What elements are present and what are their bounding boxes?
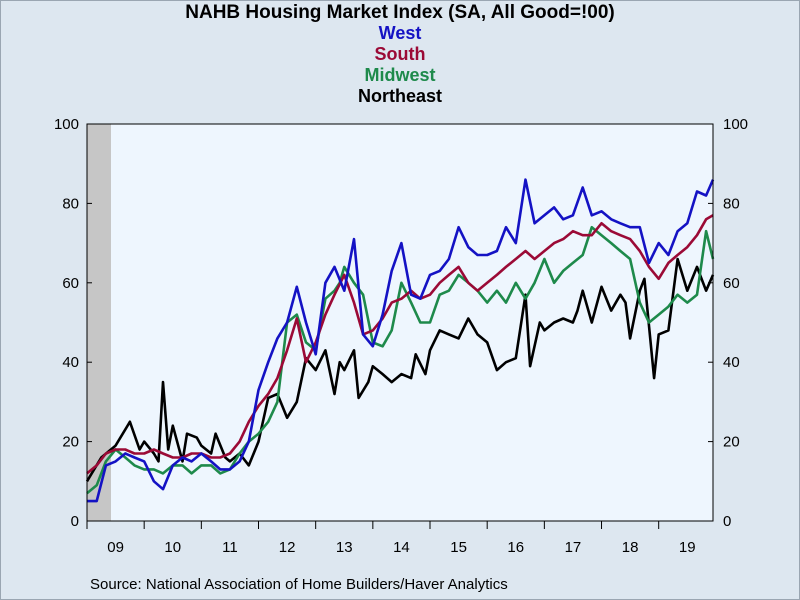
x-tick-label: 15 <box>450 539 467 556</box>
legend-midwest: Midwest <box>364 65 436 85</box>
x-tick-label: 17 <box>565 539 582 556</box>
title-block: NAHB Housing Market Index (SA, All Good=… <box>0 2 800 107</box>
x-tick-label: 13 <box>336 539 353 556</box>
y-tick-label-left: 100 <box>54 116 79 133</box>
x-tick-label: 09 <box>107 539 124 556</box>
legend-south: South <box>374 44 426 64</box>
y-tick-label-left: 40 <box>62 354 79 371</box>
series-line-west <box>87 178 715 503</box>
y-tick-label-right: 20 <box>723 434 740 451</box>
y-tick-label-left: 60 <box>62 275 79 292</box>
x-tick-label: 14 <box>393 539 410 556</box>
y-tick-label-left: 0 <box>71 513 79 530</box>
y-tick-label-right: 40 <box>723 354 740 371</box>
y-tick-label-left: 80 <box>62 195 79 212</box>
legend-northeast: Northeast <box>357 86 442 106</box>
y-tick-label-right: 0 <box>723 513 731 530</box>
x-tick-label: 18 <box>622 539 639 556</box>
source-note: Source: National Association of Home Bui… <box>90 576 508 593</box>
recession-shade <box>87 124 112 521</box>
y-tick-label-left: 20 <box>62 434 79 451</box>
series-line-south <box>86 214 714 475</box>
legend-west: West <box>378 23 422 43</box>
y-tick-label-right: 100 <box>723 116 748 133</box>
x-tick-label: 16 <box>507 539 524 556</box>
series-line-midwest <box>86 225 715 495</box>
x-tick-label: 10 <box>164 539 181 556</box>
x-tick-label: 12 <box>279 539 296 556</box>
chart-title: NAHB Housing Market Index (SA, All Good=… <box>185 2 615 23</box>
plot-background <box>87 124 713 521</box>
y-tick-label-right: 80 <box>723 195 740 212</box>
x-tick-label: 19 <box>679 539 696 556</box>
series-line-northeast <box>85 257 715 482</box>
plot-border <box>86 123 714 522</box>
y-tick-label-right: 60 <box>723 275 740 292</box>
x-tick-label: 11 <box>222 539 238 556</box>
